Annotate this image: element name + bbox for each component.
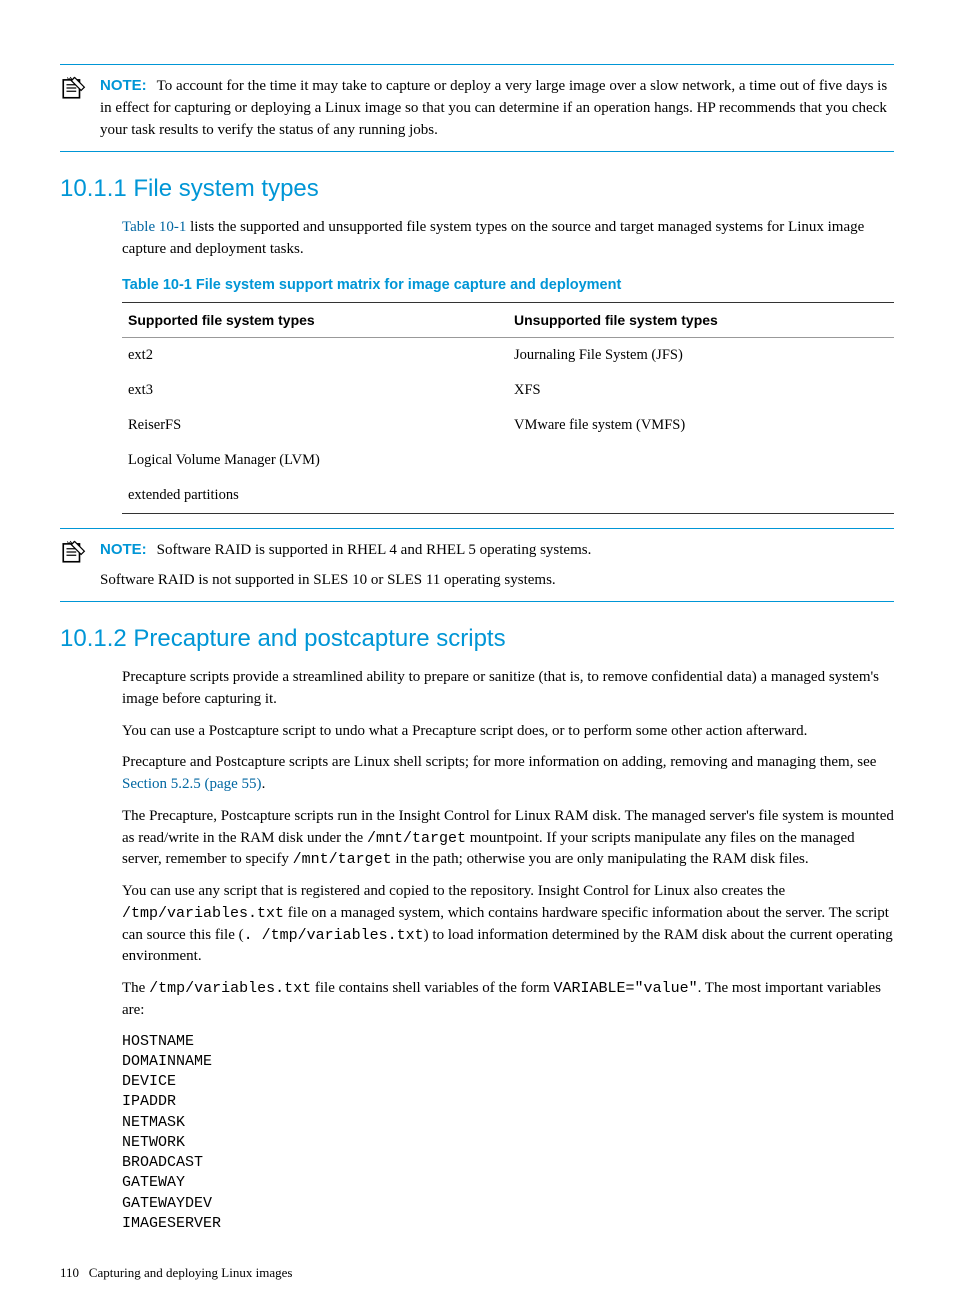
var-item: DOMAINNAME	[122, 1052, 894, 1072]
para: The /tmp/variables.txt file contains she…	[122, 978, 894, 1022]
note-label: NOTE:	[100, 541, 147, 558]
code-text: . /tmp/variables.txt	[244, 927, 424, 944]
note-body: NOTE:To account for the time it may take…	[100, 75, 894, 141]
code-text: VARIABLE="value"	[554, 980, 698, 997]
para: Precapture and Postcapture scripts are L…	[122, 752, 894, 796]
table-row: ReiserFSVMware file system (VMFS)	[122, 408, 894, 443]
code-text: /tmp/variables.txt	[122, 905, 284, 922]
var-item: IMAGESERVER	[122, 1214, 894, 1234]
note-icon	[60, 75, 86, 141]
note-block-2: NOTE: Software RAID is supported in RHEL …	[60, 528, 894, 603]
var-item: NETWORK	[122, 1133, 894, 1153]
var-item: GATEWAY	[122, 1173, 894, 1193]
note-block-1: NOTE:To account for the time it may take…	[60, 64, 894, 152]
page-footer: 110 Capturing and deploying Linux images	[60, 1264, 894, 1283]
para: You can use any script that is registere…	[122, 881, 894, 968]
var-item: BROADCAST	[122, 1153, 894, 1173]
var-item: DEVICE	[122, 1072, 894, 1092]
table-row: ext3XFS	[122, 373, 894, 408]
note-label: NOTE:	[100, 77, 147, 94]
var-item: GATEWAYDEV	[122, 1194, 894, 1214]
note2-line2: Software RAID is not supported in SLES 1…	[100, 570, 894, 592]
section-heading-filesys: 10.1.1 File system types	[60, 172, 894, 207]
table-caption: Table 10-1 File system support matrix fo…	[122, 275, 894, 296]
note2-line1: Software RAID is supported in RHEL 4 and…	[157, 542, 592, 558]
var-item: IPADDR	[122, 1092, 894, 1112]
code-text: /mnt/target	[293, 851, 392, 868]
filesystem-table: Supported file system types Unsupported …	[122, 302, 894, 514]
table-ref-link[interactable]: Table 10-1	[122, 219, 186, 235]
table-col2-header: Unsupported file system types	[508, 302, 894, 337]
para: Precapture scripts provide a streamlined…	[122, 667, 894, 711]
var-item: NETMASK	[122, 1113, 894, 1133]
para: The Precapture, Postcapture scripts run …	[122, 806, 894, 871]
page-number: 110	[60, 1265, 79, 1280]
variable-list: HOSTNAME DOMAINNAME DEVICE IPADDR NETMAS…	[122, 1032, 894, 1235]
note-icon	[60, 539, 86, 592]
code-text: /tmp/variables.txt	[149, 980, 311, 997]
para: You can use a Postcapture script to undo…	[122, 721, 894, 743]
table-row: extended partitions	[122, 478, 894, 514]
section1-intro: Table 10-1 lists the supported and unsup…	[122, 217, 894, 261]
section1-intro-text: lists the supported and unsupported file…	[122, 219, 864, 257]
note-body: NOTE: Software RAID is supported in RHEL …	[100, 539, 894, 592]
note-text: To account for the time it may take to c…	[100, 78, 887, 138]
table-row: Logical Volume Manager (LVM)	[122, 443, 894, 478]
table-row: ext2Journaling File System (JFS)	[122, 337, 894, 373]
code-text: /mnt/target	[367, 830, 466, 847]
var-item: HOSTNAME	[122, 1032, 894, 1052]
section-heading-scripts: 10.1.2 Precapture and postcapture script…	[60, 622, 894, 657]
section-link[interactable]: Section 5.2.5 (page 55)	[122, 776, 262, 792]
table-col1-header: Supported file system types	[122, 302, 508, 337]
footer-title: Capturing and deploying Linux images	[89, 1265, 293, 1280]
